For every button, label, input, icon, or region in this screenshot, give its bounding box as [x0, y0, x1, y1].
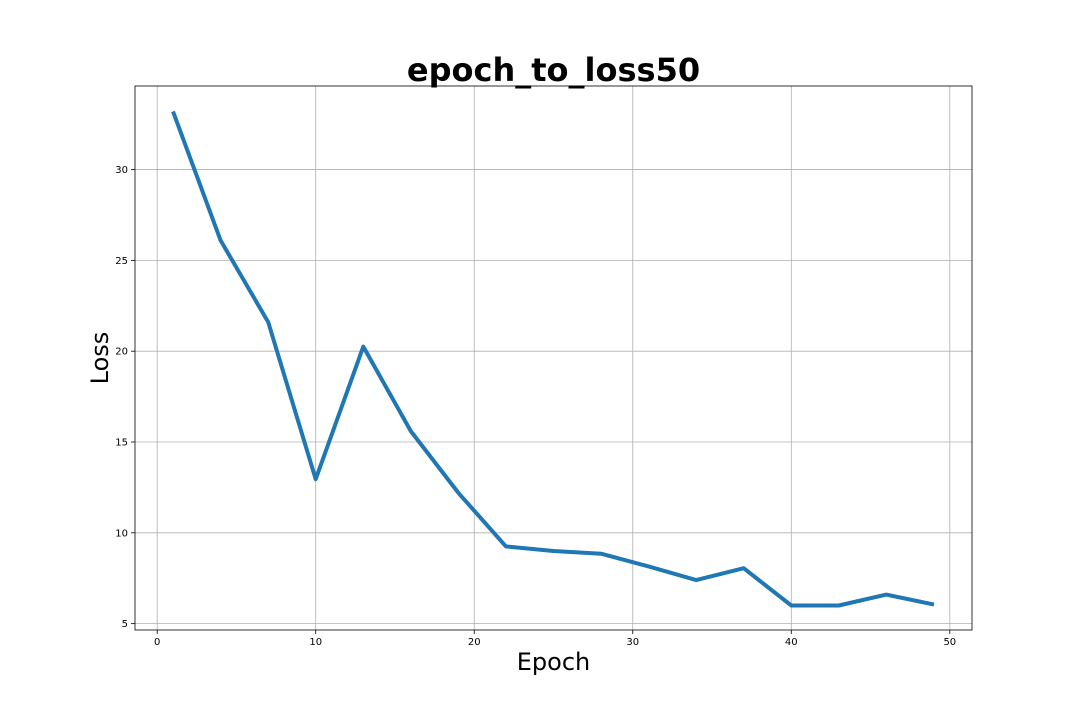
x-tick-label: 40: [785, 637, 798, 648]
loss-series-line: [171, 110, 935, 608]
x-tick-label: 10: [309, 637, 322, 648]
x-tick-label: 50: [943, 637, 956, 648]
grid-lines: [135, 86, 972, 630]
chart-title: epoch_to_loss50: [407, 51, 700, 89]
y-tick-label: 15: [115, 438, 128, 449]
y-tick-label: 30: [115, 165, 128, 176]
y-tick-label: 25: [115, 256, 128, 267]
x-tick-label: 20: [468, 637, 481, 648]
series-layer: [171, 110, 935, 608]
plot-frame: [134, 85, 973, 631]
axis-ticks: 0 10 20 30 40 50 5 10 15 20 25 30: [115, 165, 956, 648]
x-axis-label: Epoch: [517, 648, 591, 676]
y-tick-label: 10: [115, 528, 128, 539]
y-axis-label: Loss: [86, 332, 114, 385]
x-tick-label: 30: [626, 637, 639, 648]
x-tick-label: 0: [154, 637, 160, 648]
y-tick-label: 20: [115, 347, 128, 358]
y-tick-label: 5: [122, 619, 128, 630]
